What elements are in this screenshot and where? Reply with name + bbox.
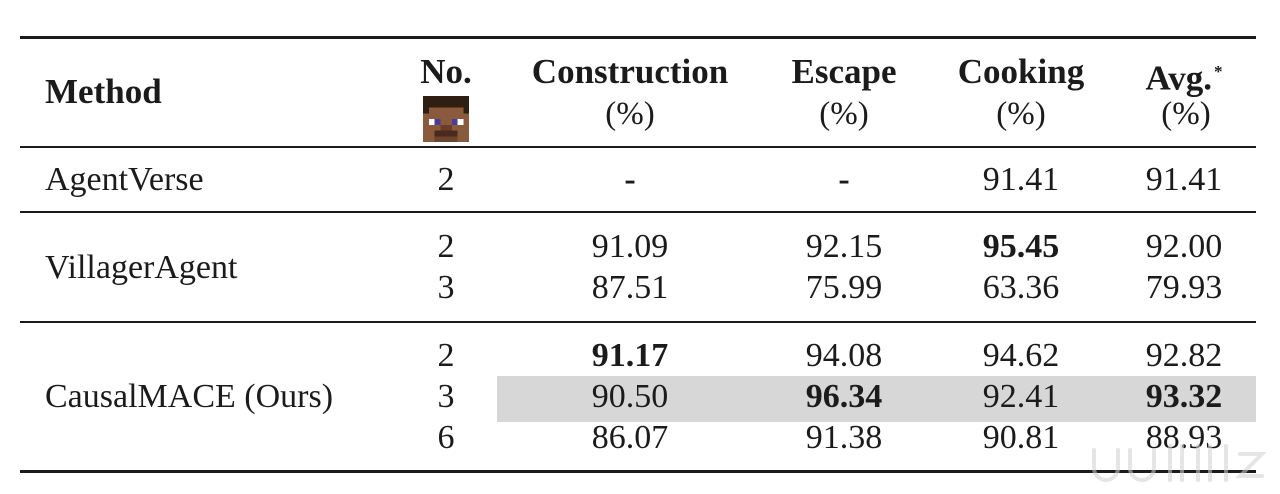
header-avg: Avg. * xyxy=(1146,52,1223,99)
cooking-cell: 95.45 xyxy=(982,228,1060,265)
avg-cell: 92.82 xyxy=(1145,337,1223,374)
no-cell: 2 xyxy=(437,337,455,374)
no-cell: 3 xyxy=(437,269,455,306)
minecraft-player-face-icon xyxy=(423,96,469,142)
no-cell: 6 xyxy=(437,419,455,456)
cooking-cell: 94.62 xyxy=(982,337,1060,374)
header-rule xyxy=(20,146,1256,148)
no-cell: 2 xyxy=(437,161,455,198)
header-construction: Construction xyxy=(531,52,729,91)
group-rule-1 xyxy=(20,211,1256,213)
header-avg-footnote-mark: * xyxy=(1213,62,1223,81)
header-cooking: Cooking xyxy=(957,52,1085,91)
cooking-cell: 90.81 xyxy=(982,419,1060,456)
group-rule-2 xyxy=(20,321,1256,323)
avg-cell: 79.93 xyxy=(1145,269,1223,306)
construction-cell: 87.51 xyxy=(591,269,669,306)
watermark-icon xyxy=(1092,444,1267,482)
highlighted-row-background xyxy=(497,376,1256,422)
escape-cell: - xyxy=(838,161,850,198)
bottom-rule xyxy=(20,470,1256,473)
cooking-cell: 63.36 xyxy=(982,269,1060,306)
escape-cell: 96.34 xyxy=(805,378,883,415)
construction-cell: 91.09 xyxy=(591,228,669,265)
escape-cell: 92.15 xyxy=(805,228,883,265)
cooking-cell: 91.41 xyxy=(982,161,1060,198)
construction-cell: 86.07 xyxy=(591,419,669,456)
construction-cell: 90.50 xyxy=(591,378,669,415)
header-cooking-unit: (%) xyxy=(996,96,1046,132)
header-method: Method xyxy=(45,72,162,111)
header-avg-unit: (%) xyxy=(1161,96,1211,132)
cooking-cell: 92.41 xyxy=(982,378,1060,415)
header-construction-unit: (%) xyxy=(605,96,655,132)
method-cell: VillagerAgent xyxy=(45,249,238,286)
escape-cell: 94.08 xyxy=(805,337,883,374)
no-cell: 3 xyxy=(437,378,455,415)
avg-cell: 93.32 xyxy=(1145,378,1223,415)
header-no: No. xyxy=(420,52,472,91)
no-cell: 2 xyxy=(437,228,455,265)
top-rule xyxy=(20,36,1256,39)
construction-cell: 91.17 xyxy=(591,337,669,374)
escape-cell: 75.99 xyxy=(805,269,883,306)
method-cell: CausalMACE (Ours) xyxy=(45,378,334,415)
header-avg-label: Avg. xyxy=(1145,58,1212,98)
header-escape: Escape xyxy=(791,52,897,91)
construction-cell: - xyxy=(624,161,636,198)
avg-cell: 91.41 xyxy=(1145,161,1223,198)
escape-cell: 91.38 xyxy=(805,419,883,456)
avg-cell: 92.00 xyxy=(1145,228,1223,265)
header-escape-unit: (%) xyxy=(819,96,869,132)
method-cell: AgentVerse xyxy=(45,161,204,198)
